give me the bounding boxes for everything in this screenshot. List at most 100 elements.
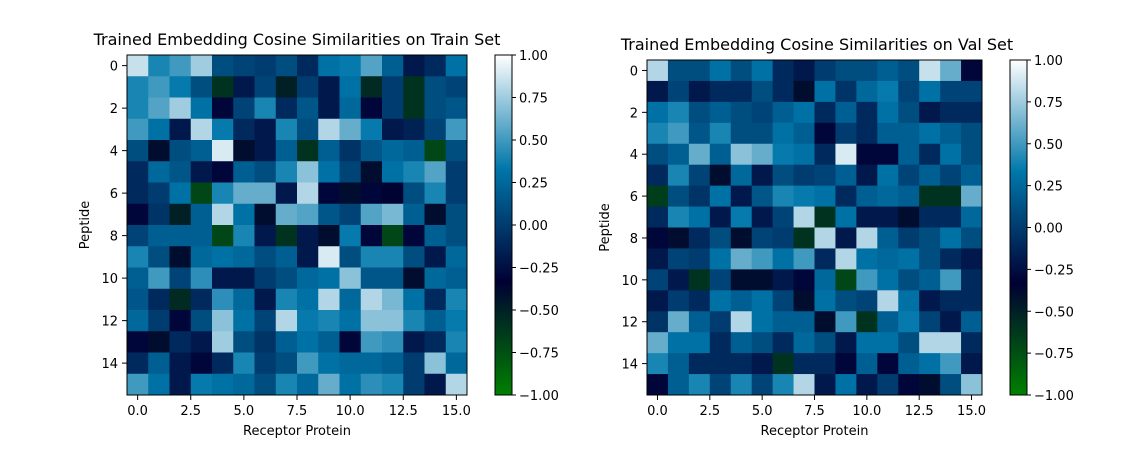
heatmap-cell: [169, 267, 192, 290]
heatmap-cell: [667, 101, 690, 124]
y-tick-label: 2: [630, 106, 638, 121]
heatmap-cell: [856, 248, 878, 270]
heatmap-cell: [148, 76, 170, 98]
heatmap-cell: [190, 76, 213, 98]
heatmap-cell: [814, 206, 836, 228]
heatmap-cell: [814, 353, 836, 375]
heatmap-cell: [793, 164, 815, 187]
heatmap-cell: [751, 332, 774, 354]
heatmap-cell: [445, 182, 468, 205]
heatmap-cell: [772, 101, 794, 124]
heatmap-cell: [647, 353, 669, 375]
heatmap-cell: [275, 118, 298, 141]
heatmap-cell: [940, 164, 962, 187]
heatmap-cell: [835, 290, 857, 312]
heatmap-cell: [898, 290, 920, 312]
heatmap-cell: [254, 288, 277, 311]
heatmap-cell: [212, 225, 234, 247]
heatmap-cell: [919, 60, 941, 82]
heatmap-cell: [877, 60, 899, 82]
heatmap-cell: [647, 269, 669, 291]
heatmap-cell: [382, 97, 404, 120]
heatmap-cell: [127, 97, 149, 120]
heatmap-cell: [667, 122, 690, 145]
heatmap-cell: [793, 269, 815, 291]
heatmap-cell: [297, 161, 319, 183]
colorbar-tick-label: −0.75: [519, 347, 559, 362]
colorbar-tick-label: 1.00: [1034, 54, 1063, 69]
colorbar-tick-label: 0.25: [1034, 180, 1063, 195]
heatmap-cell: [233, 118, 255, 141]
heatmap-cell: [403, 161, 425, 183]
heatmap-cell: [730, 101, 753, 124]
heatmap-cell: [275, 288, 298, 311]
heatmap-cell: [445, 352, 468, 375]
heatmap-cell: [877, 248, 899, 270]
heatmap-cell: [190, 288, 213, 311]
heatmap-cell: [254, 203, 277, 226]
heatmap-cell: [127, 118, 149, 141]
heatmap-cell: [919, 122, 941, 145]
heatmap-cell: [961, 122, 983, 145]
heatmap-cell: [793, 185, 815, 207]
heatmap-cell: [961, 374, 983, 396]
heatmap-cell: [297, 310, 319, 332]
heatmap-cell: [382, 267, 404, 290]
heatmap-cell: [709, 60, 732, 82]
heatmap-cell: [856, 143, 878, 166]
colorbar-tick-label: −1.00: [519, 389, 559, 404]
heatmap-cell: [360, 97, 383, 120]
heatmap-cell: [318, 76, 340, 98]
heatmap-cell: [961, 353, 983, 375]
heatmap-cell: [961, 227, 983, 249]
heatmap-cell: [814, 374, 836, 396]
y-tick-label: 10: [621, 274, 638, 289]
heatmap-cell: [275, 140, 298, 162]
heatmap-cell: [318, 373, 340, 396]
heatmap-cell: [898, 374, 920, 396]
heatmap-cell: [403, 352, 425, 375]
y-tick-label: 14: [101, 357, 118, 372]
heatmap-cell: [961, 164, 983, 187]
heatmap-cell: [730, 60, 753, 82]
heatmap-cell: [793, 332, 815, 354]
heatmap-cell: [940, 80, 962, 103]
heatmap-cell: [814, 101, 836, 124]
heatmap-cell: [360, 118, 383, 141]
heatmap-cell: [169, 225, 192, 247]
heatmap-cell: [424, 310, 447, 332]
heatmap-cell: [212, 118, 234, 141]
heatmap-cell: [403, 182, 425, 205]
heatmap-cell: [647, 332, 669, 354]
heatmap-cell: [445, 225, 468, 247]
heatmap-cell: [940, 311, 962, 333]
x-tick-label: 12.5: [905, 404, 934, 419]
heatmap-cell: [424, 267, 447, 290]
heatmap-cell: [835, 353, 857, 375]
heatmap-cell: [647, 80, 669, 103]
heatmap-cell: [382, 76, 404, 98]
heatmap-cell: [190, 352, 213, 375]
heatmap-cell: [382, 55, 404, 77]
heatmap-cell: [212, 161, 234, 183]
heatmap-cell: [127, 55, 149, 77]
heatmap-cell: [814, 290, 836, 312]
heatmap-cell: [667, 143, 690, 166]
heatmap-cell: [793, 143, 815, 166]
heatmap-cell: [169, 203, 192, 226]
heatmap-cell: [382, 203, 404, 226]
heatmap-cell: [898, 164, 920, 187]
heatmap-cell: [730, 353, 753, 375]
heatmap-cell: [940, 185, 962, 207]
heatmap-cell: [424, 97, 447, 120]
heatmap-cell: [318, 352, 340, 375]
heatmap-cell: [814, 227, 836, 249]
heatmap-cell: [190, 118, 213, 141]
colorbar-tick-label: 0.00: [1034, 222, 1063, 237]
heatmap-cell: [424, 352, 447, 375]
heatmap-cell: [919, 206, 941, 228]
heatmap-cell: [148, 118, 170, 141]
colorbar-tick-label: 0.25: [519, 177, 548, 192]
y-tick-label: 14: [621, 358, 638, 373]
heatmap-cell: [297, 246, 319, 268]
